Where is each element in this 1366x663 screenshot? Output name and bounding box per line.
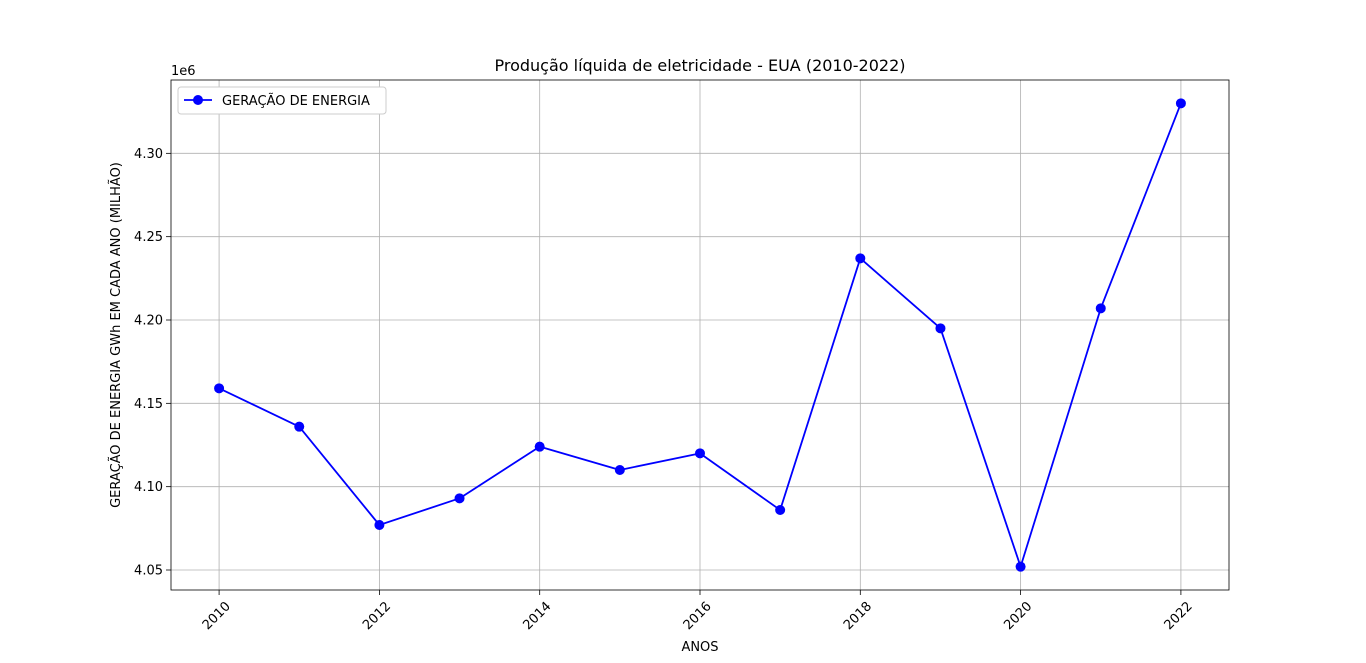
legend-label: GERAÇÃO DE ENERGIA	[222, 93, 370, 109]
data-point	[775, 505, 786, 515]
y-tick-label: 4.25	[134, 230, 163, 245]
series	[214, 98, 1186, 572]
x-axis-title: ANOS	[681, 640, 718, 655]
data-point	[1175, 98, 1186, 109]
y-axis-title: GERAÇÃO DE ENERGIA GWh EM CADA ANO (MILH…	[108, 162, 124, 508]
data-point	[695, 448, 705, 459]
data-point	[534, 441, 545, 452]
y-tick-label: 4.05	[134, 564, 163, 579]
chart-title: Produção líquida de eletricidade - EUA (…	[494, 56, 905, 75]
data-point	[374, 520, 385, 530]
legend: GERAÇÃO DE ENERGIA	[177, 86, 387, 115]
y-tick-label: 4.20	[134, 314, 163, 329]
data-point	[935, 323, 946, 334]
data-point	[1095, 303, 1106, 314]
legend-marker-swatch	[193, 95, 203, 105]
data-point	[454, 493, 465, 504]
y-tick-label: 4.15	[134, 397, 163, 412]
data-point	[294, 421, 305, 432]
y-tick-label: 4.30	[134, 147, 163, 162]
y-tick-label: 4.10	[134, 480, 163, 495]
legend-box	[177, 86, 387, 115]
y-offset-label: 1e6	[171, 64, 196, 79]
plot-frame	[170, 79, 1230, 591]
data-point	[214, 383, 225, 394]
data-point	[1015, 561, 1026, 572]
data-point	[855, 253, 866, 264]
data-point	[614, 465, 625, 475]
